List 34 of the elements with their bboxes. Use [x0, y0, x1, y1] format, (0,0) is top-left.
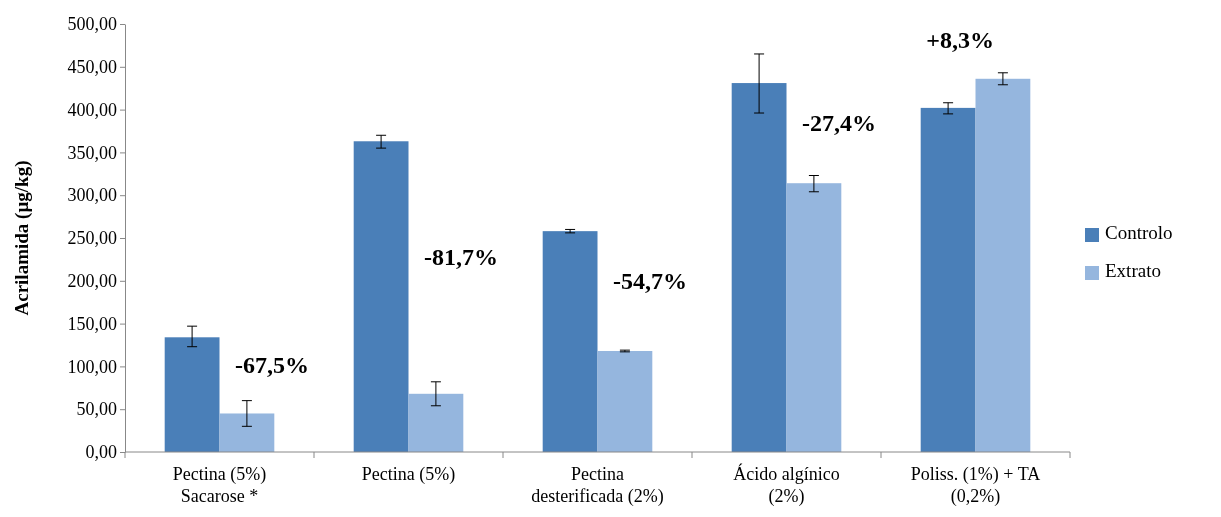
y-axis-title: Acrilamida (µg/kg) [11, 160, 33, 316]
bar [597, 350, 653, 452]
x-tick-label: Poliss. (1%) + TA (0,2%) [910, 464, 1041, 507]
y-tick-label: 300,00 [67, 185, 117, 206]
bar [164, 337, 220, 452]
y-tick-label: 450,00 [67, 57, 117, 78]
bar [353, 141, 409, 452]
y-tick-label: 250,00 [67, 228, 117, 249]
annotation: -81,7% [423, 244, 498, 271]
x-tick-label: Ácido algínico (2%) [733, 463, 840, 507]
annotation: +8,3% [926, 27, 994, 54]
bar [219, 413, 275, 452]
bar [920, 107, 976, 452]
bar [408, 393, 464, 452]
x-tick-label: Pectina (5%) [361, 464, 456, 485]
y-tick-label: 200,00 [67, 271, 117, 292]
y-tick-label: 400,00 [67, 99, 117, 120]
bar [731, 83, 787, 452]
x-tick-label: Pectina (5%) Sacarose * [172, 464, 267, 506]
y-tick-label: 100,00 [67, 356, 117, 377]
y-tick-label: 0,00 [85, 442, 117, 463]
legend-label: Controlo [1105, 222, 1173, 244]
bar [542, 231, 598, 452]
y-tick-label: 150,00 [67, 313, 117, 334]
y-tick-label: 500,00 [67, 14, 117, 35]
bar [975, 78, 1031, 452]
x-tick-label: Pectina desterificada (2%) [531, 464, 664, 507]
y-tick-label: 50,00 [76, 399, 117, 420]
legend-label: Extrato [1105, 260, 1161, 282]
annotation: -54,7% [612, 267, 687, 294]
y-tick-label: 350,00 [67, 142, 117, 163]
bar [786, 183, 842, 452]
annotation: -27,4% [801, 109, 876, 136]
annotation: -67,5% [234, 351, 309, 378]
